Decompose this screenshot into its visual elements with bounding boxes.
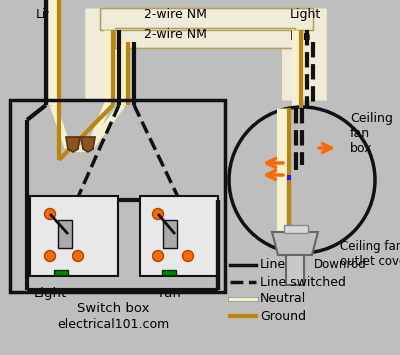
Polygon shape <box>272 232 318 255</box>
Text: Switch box: Switch box <box>77 302 149 315</box>
Text: Light: Light <box>290 8 321 21</box>
Bar <box>10 100 225 292</box>
Bar <box>162 270 176 275</box>
Text: Neutral: Neutral <box>260 293 306 306</box>
Text: Ceiling fan
outlet cover: Ceiling fan outlet cover <box>340 240 400 268</box>
Bar <box>284 225 308 233</box>
Circle shape <box>152 251 164 262</box>
Text: electrical101.com: electrical101.com <box>57 318 169 331</box>
Polygon shape <box>163 220 177 248</box>
Text: Line: Line <box>36 8 62 21</box>
Bar <box>100 8 313 30</box>
Text: 2-wire NM: 2-wire NM <box>144 28 206 41</box>
Text: Fan: Fan <box>290 30 312 43</box>
Text: Line switched: Line switched <box>260 275 346 289</box>
Bar <box>140 196 218 276</box>
Polygon shape <box>66 137 80 152</box>
Circle shape <box>72 251 84 262</box>
Text: Downrod: Downrod <box>314 258 367 272</box>
Circle shape <box>182 251 194 262</box>
Circle shape <box>44 251 56 262</box>
Text: Light: Light <box>33 287 67 300</box>
Bar <box>100 8 313 30</box>
Circle shape <box>229 107 375 253</box>
Circle shape <box>152 208 164 219</box>
Text: 2-wire NM: 2-wire NM <box>144 8 206 21</box>
Bar <box>115 28 295 48</box>
Bar <box>30 196 118 276</box>
Text: Ceiling
fan
box: Ceiling fan box <box>350 112 393 155</box>
Bar <box>115 28 295 48</box>
Text: Line: Line <box>260 258 286 272</box>
Polygon shape <box>58 220 72 248</box>
Bar <box>54 270 68 275</box>
Text: Fan: Fan <box>158 287 182 300</box>
Text: Ground: Ground <box>260 310 306 322</box>
Bar <box>286 255 304 285</box>
Circle shape <box>44 208 56 219</box>
Polygon shape <box>81 137 95 152</box>
